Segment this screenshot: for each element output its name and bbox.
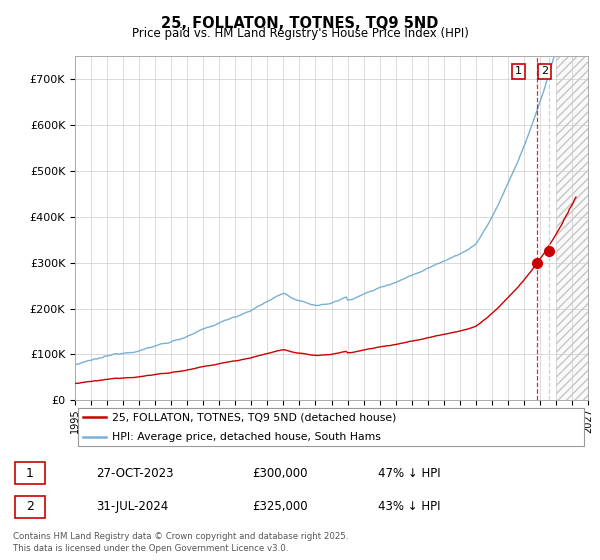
Bar: [556, 56, 588, 400]
Text: Price paid vs. HM Land Registry's House Price Index (HPI): Price paid vs. HM Land Registry's House …: [131, 27, 469, 40]
Text: Contains HM Land Registry data © Crown copyright and database right 2025.
This d: Contains HM Land Registry data © Crown c…: [13, 533, 349, 553]
Text: 47% ↓ HPI: 47% ↓ HPI: [378, 466, 440, 480]
Text: 25, FOLLATON, TOTNES, TQ9 5ND (detached house): 25, FOLLATON, TOTNES, TQ9 5ND (detached …: [112, 412, 397, 422]
Bar: [556, 56, 588, 400]
FancyBboxPatch shape: [15, 462, 44, 484]
Text: £300,000: £300,000: [252, 466, 308, 480]
Text: 27-OCT-2023: 27-OCT-2023: [96, 466, 173, 480]
Text: 2: 2: [26, 500, 34, 514]
Text: 1: 1: [515, 66, 522, 76]
Text: £325,000: £325,000: [252, 500, 308, 514]
Text: 2: 2: [541, 66, 548, 76]
FancyBboxPatch shape: [77, 408, 584, 446]
Text: 43% ↓ HPI: 43% ↓ HPI: [378, 500, 440, 514]
FancyBboxPatch shape: [15, 496, 44, 518]
Text: 25, FOLLATON, TOTNES, TQ9 5ND: 25, FOLLATON, TOTNES, TQ9 5ND: [161, 16, 439, 31]
Text: 1: 1: [26, 466, 34, 480]
Text: HPI: Average price, detached house, South Hams: HPI: Average price, detached house, Sout…: [112, 432, 381, 442]
Text: 31-JUL-2024: 31-JUL-2024: [96, 500, 168, 514]
